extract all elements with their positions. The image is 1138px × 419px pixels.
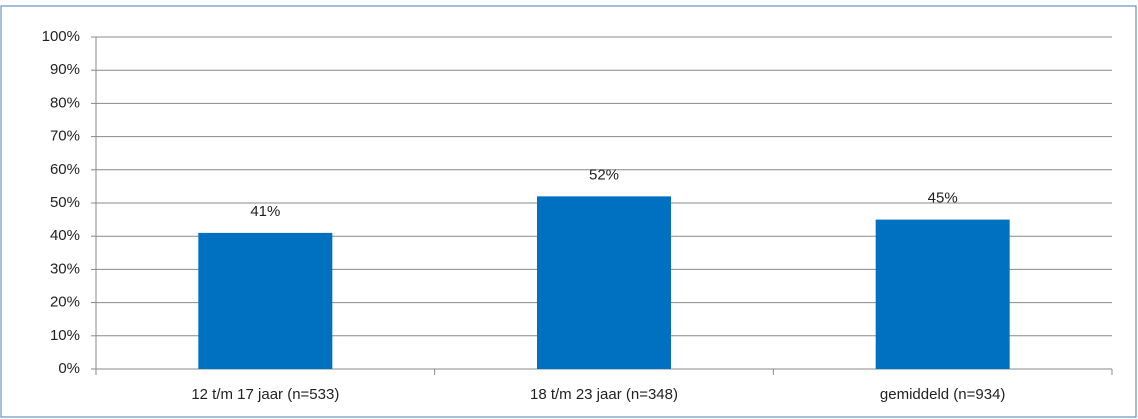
y-tick-label: 70% [50, 128, 80, 145]
y-tick-label: 60% [50, 161, 80, 178]
x-tick-label: 12 t/m 17 jaar (n=533) [191, 386, 339, 403]
y-tick-label: 30% [50, 260, 80, 277]
y-tick-label: 100% [42, 28, 80, 45]
value-label: 41% [250, 203, 280, 220]
y-tick-label: 50% [50, 194, 80, 211]
value-label: 45% [928, 190, 958, 207]
value-label: 52% [589, 166, 619, 183]
x-tick-label: gemiddeld (n=934) [880, 386, 1006, 403]
y-tick-label: 90% [50, 61, 80, 78]
bar [875, 219, 1010, 369]
y-tick-label: 40% [50, 227, 80, 244]
x-tick-label: 18 t/m 23 jaar (n=348) [530, 386, 678, 403]
y-tick-label: 0% [58, 360, 80, 377]
y-tick-label: 20% [50, 294, 80, 311]
y-tick-label: 80% [50, 94, 80, 111]
y-tick-label: 10% [50, 327, 80, 344]
bar [537, 196, 671, 369]
bar [198, 232, 333, 369]
